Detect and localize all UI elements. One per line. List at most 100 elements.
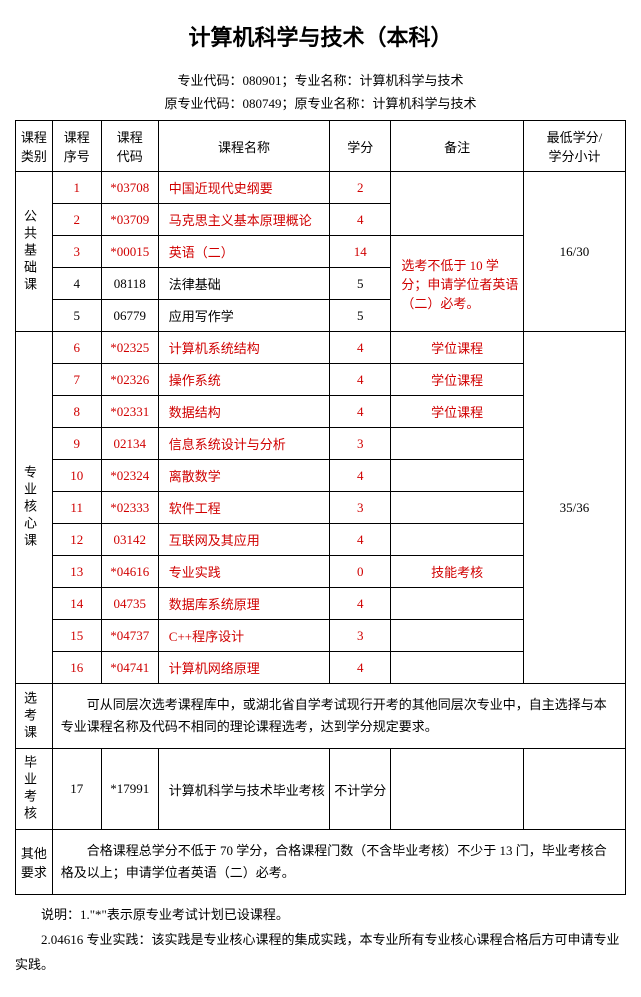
cell-code: *00015 (101, 236, 158, 268)
cell-remark (391, 652, 524, 684)
cat-core: 专业核心课 (16, 332, 53, 684)
cell-remark (391, 492, 524, 524)
cell-credit: 4 (330, 652, 391, 684)
cell-remark: 技能考核 (391, 556, 524, 588)
cell-seq: 4 (52, 268, 101, 300)
subtitle-2: 原专业代码：080749；原专业名称：计算机科学与技术 (15, 93, 626, 112)
table-row: 专业核心课6*02325计算机系统结构4学位课程35/36 (16, 332, 626, 364)
cell-credit: 4 (330, 332, 391, 364)
cell-seq: 9 (52, 428, 101, 460)
cell-credit: 不计学分 (330, 749, 391, 830)
cat-grad: 毕业考核 (16, 749, 53, 830)
hdr-name: 课程名称 (158, 121, 329, 172)
cell-name: 信息系统设计与分析 (158, 428, 329, 460)
cell-code: *02331 (101, 396, 158, 428)
table-row: 其他要求合格课程总学分不低于 70 学分，合格课程门数（不含毕业考核）不少于 1… (16, 830, 626, 895)
cell-code: *02325 (101, 332, 158, 364)
cell-remark: 学位课程 (391, 396, 524, 428)
cell-name: 数据结构 (158, 396, 329, 428)
elective-text: 可从同层次选考课程库中，或湖北省自学考试现行开考的其他同层次专业中，自主选择与本… (52, 684, 625, 749)
cell-credit: 5 (330, 300, 391, 332)
cell-min (523, 749, 625, 830)
cell-code: *17991 (101, 749, 158, 830)
table-row: 课程类别课程序号课程代码课程名称学分备注最低学分/学分小计 (16, 121, 626, 172)
cell-name: 法律基础 (158, 268, 329, 300)
cell-seq: 2 (52, 204, 101, 236)
cell-code: 02134 (101, 428, 158, 460)
cell-credit: 4 (330, 524, 391, 556)
cell-remark (391, 460, 524, 492)
cell-min: 35/36 (523, 332, 625, 684)
cell-credit: 4 (330, 204, 391, 236)
cell-name: 计算机科学与技术毕业考核 (158, 749, 329, 830)
cell-code: *04616 (101, 556, 158, 588)
cell-credit: 3 (330, 428, 391, 460)
cell-name: 计算机网络原理 (158, 652, 329, 684)
cell-remark (391, 749, 524, 830)
cell-code: *03708 (101, 172, 158, 204)
cell-seq: 13 (52, 556, 101, 588)
cell-code: 04735 (101, 588, 158, 620)
cell-code: *03709 (101, 204, 158, 236)
cell-remark: 学位课程 (391, 364, 524, 396)
cell-min: 16/30 (523, 172, 625, 332)
cell-code: *04741 (101, 652, 158, 684)
cell-code: 03142 (101, 524, 158, 556)
cell-remark (391, 620, 524, 652)
hdr-remark: 备注 (391, 121, 524, 172)
note-line-3: 实践。 (15, 953, 626, 978)
cell-code: 08118 (101, 268, 158, 300)
cell-name: 英语（二） (158, 236, 329, 268)
hdr-cat: 课程类别 (16, 121, 53, 172)
cell-remark (391, 428, 524, 460)
cell-name: 离散数学 (158, 460, 329, 492)
cell-credit: 3 (330, 620, 391, 652)
table-row: 公共基础课1*03708中国近现代史纲要216/30 (16, 172, 626, 204)
cell-name: 互联网及其应用 (158, 524, 329, 556)
cell-code: *02324 (101, 460, 158, 492)
cell-credit: 0 (330, 556, 391, 588)
cell-name: 软件工程 (158, 492, 329, 524)
other-text: 合格课程总学分不低于 70 学分，合格课程门数（不含毕业考核）不少于 13 门，… (52, 830, 625, 895)
hdr-code: 课程代码 (101, 121, 158, 172)
page-title: 计算机科学与技术（本科） (15, 20, 626, 52)
cell-seq: 10 (52, 460, 101, 492)
cell-seq: 14 (52, 588, 101, 620)
cell-credit: 14 (330, 236, 391, 268)
note-line-1: 说明：1."*"表示原专业考试计划已设课程。 (15, 903, 626, 928)
cell-remark (391, 588, 524, 620)
cell-seq: 5 (52, 300, 101, 332)
cell-credit: 4 (330, 364, 391, 396)
cell-seq: 6 (52, 332, 101, 364)
cat-public: 公共基础课 (16, 172, 53, 332)
cell-code: *02333 (101, 492, 158, 524)
cell-name: 计算机系统结构 (158, 332, 329, 364)
cell-seq: 1 (52, 172, 101, 204)
cell-remark (391, 524, 524, 556)
cell-seq: 11 (52, 492, 101, 524)
cell-code: *02326 (101, 364, 158, 396)
cell-name: 操作系统 (158, 364, 329, 396)
hdr-credit: 学分 (330, 121, 391, 172)
subtitle-1: 专业代码：080901；专业名称：计算机科学与技术 (15, 70, 626, 89)
course-table: 课程类别课程序号课程代码课程名称学分备注最低学分/学分小计公共基础课1*0370… (15, 120, 626, 895)
cell-remark: 学位课程 (391, 332, 524, 364)
cell-seq: 8 (52, 396, 101, 428)
cell-seq: 3 (52, 236, 101, 268)
cell-name: 中国近现代史纲要 (158, 172, 329, 204)
notes: 说明：1."*"表示原专业考试计划已设课程。 2.04616 专业实践：该实践是… (15, 903, 626, 952)
cell-credit: 3 (330, 492, 391, 524)
cell-code: 06779 (101, 300, 158, 332)
cell-name: 数据库系统原理 (158, 588, 329, 620)
cell-code: *04737 (101, 620, 158, 652)
table-row: 毕业考核17*17991计算机科学与技术毕业考核不计学分 (16, 749, 626, 830)
cell-credit: 4 (330, 460, 391, 492)
note-line-2: 2.04616 专业实践：该实践是专业核心课程的集成实践，本专业所有专业核心课程… (15, 928, 626, 953)
hdr-min: 最低学分/学分小计 (523, 121, 625, 172)
cat-other: 其他要求 (16, 830, 53, 895)
hdr-seq: 课程序号 (52, 121, 101, 172)
cell-name: C++程序设计 (158, 620, 329, 652)
cell-credit: 2 (330, 172, 391, 204)
cell-seq: 17 (52, 749, 101, 830)
cell-seq: 16 (52, 652, 101, 684)
